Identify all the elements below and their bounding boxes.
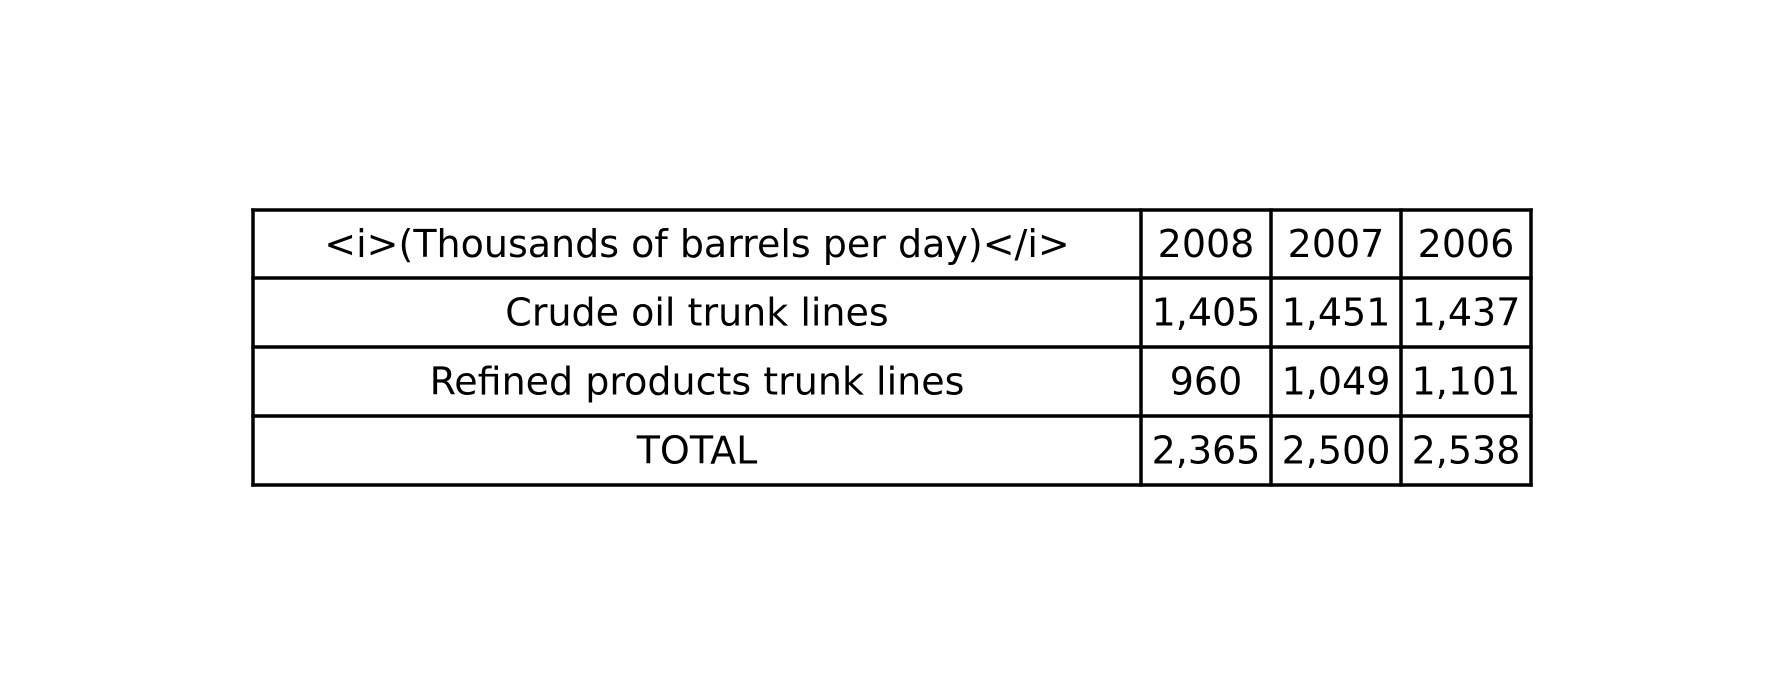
table-value-cell: 1,451 — [1282, 291, 1391, 335]
table-value-cell: 1,101 — [1412, 360, 1521, 404]
table-value-cell: 1,405 — [1152, 291, 1261, 335]
table-value-cell: 1,437 — [1412, 291, 1521, 335]
table-row-label: Refined products trunk lines — [430, 360, 965, 404]
table-value-cell: 2,500 — [1282, 429, 1391, 473]
table-row-label: TOTAL — [636, 429, 758, 473]
table-row-label: Crude oil trunk lines — [505, 291, 888, 335]
table-value-cell: 960 — [1170, 360, 1243, 404]
table-header-cell: 2007 — [1288, 222, 1385, 266]
table-grid — [251, 208, 1533, 487]
table-header-cell: 2008 — [1158, 222, 1255, 266]
table-header-cell: 2006 — [1418, 222, 1515, 266]
table-cells: <i>(Thousands of barrels per day)</i> 200… — [324, 222, 1520, 473]
table-value-cell: 2,538 — [1412, 429, 1521, 473]
table-value-cell: 1,049 — [1282, 360, 1391, 404]
table-header-cell: <i>(Thousands of barrels per day)</i> — [324, 222, 1070, 266]
table-value-cell: 2,365 — [1152, 429, 1261, 473]
